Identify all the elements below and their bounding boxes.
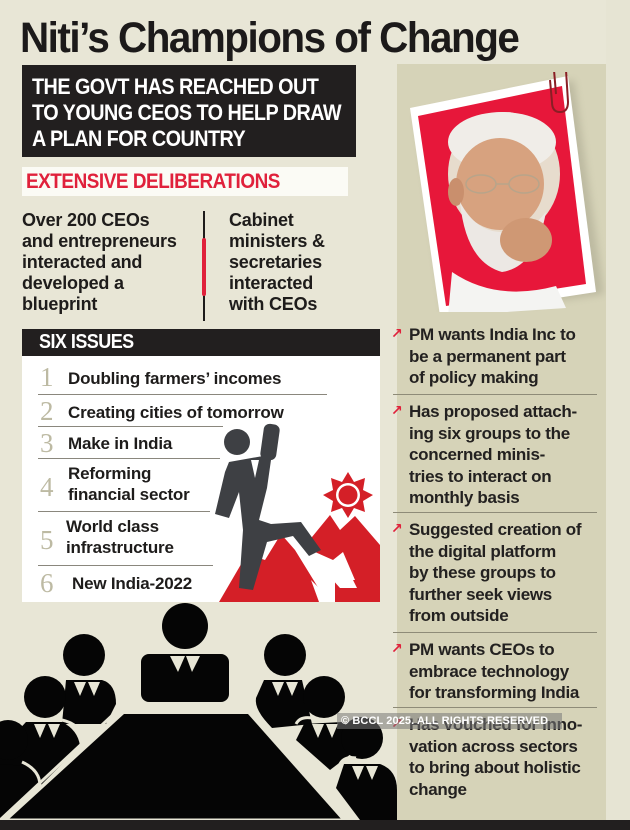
climber-illustration <box>215 420 380 602</box>
text-line: change <box>409 779 467 799</box>
issue-number: 5 <box>40 525 54 555</box>
text-line: to bring about holistic <box>409 758 581 777</box>
deliberations-left-text: Over 200 CEOs and entrepreneurs interact… <box>22 210 202 315</box>
page-title: Niti’s Champions of Change <box>20 14 520 62</box>
issue-text: financial sector <box>68 485 190 504</box>
issue-divider <box>38 426 223 427</box>
section-label-text: EXTENSIVE DELIBERATIONS <box>26 170 280 193</box>
text-line: secretaries <box>229 252 322 272</box>
headline-line: TO YOUNG CEOS TO HELP DRAW <box>32 100 342 125</box>
text-line: of policy making <box>409 368 539 387</box>
text-line: monthly basis <box>409 488 520 507</box>
issue-text: Doubling farmers’ incomes <box>68 369 282 388</box>
copyright-watermark: © BCCL 2025. ALL RIGHTS RESERVED <box>337 713 562 729</box>
portrait-illustration <box>410 62 604 317</box>
text-line: and entrepreneurs <box>22 231 177 251</box>
meeting-table-icon <box>0 603 397 822</box>
bullet-divider <box>393 394 597 395</box>
text-line: be a permanent part <box>409 346 566 366</box>
headline-line: A PLAN FOR COUNTRY <box>32 126 246 151</box>
boardroom-illustration <box>0 600 397 822</box>
text-line: by these groups to <box>409 563 556 582</box>
arrow-up-right-icon: ↗ <box>391 402 403 418</box>
right-edge-strip <box>606 0 630 820</box>
bullet-item: ↗ Has proposed attach- ing six groups to… <box>389 401 603 509</box>
text-line: with CEOs <box>229 294 318 314</box>
issue-text: Creating cities of tomorrow <box>68 403 284 422</box>
text-line: interacted and <box>22 252 143 272</box>
text-line: PM wants India Inc to <box>409 325 576 344</box>
six-issues-card <box>22 329 380 602</box>
text-line: vation across sectors <box>409 736 578 756</box>
bullet-text: PM wants CEOs to embrace technology for … <box>409 639 603 704</box>
bottom-bar <box>0 820 630 830</box>
text-line: blueprint <box>22 294 98 314</box>
column-divider-accent <box>202 238 206 296</box>
text-line: Has proposed attach- <box>409 402 577 421</box>
bullet-divider <box>393 632 597 633</box>
six-issues-header: SIX ISSUES <box>22 329 380 356</box>
issue-text: New India-2022 <box>72 574 193 593</box>
bullet-item: ↗ PM wants CEOs to embrace technology fo… <box>389 639 603 704</box>
issue-number: 6 <box>40 568 54 598</box>
text-line: tries to interact on <box>409 466 552 486</box>
text-line: Over 200 CEOs <box>22 210 150 230</box>
headline-box: THE GOVT HAS REACHED OUT TO YOUNG CEOS T… <box>22 65 356 157</box>
bullet-text: Has proposed attach- ing six groups to t… <box>409 401 603 509</box>
bullet-divider <box>393 707 597 708</box>
bullet-item: ↗ Suggested creation of the digital plat… <box>389 519 603 627</box>
text-line: the digital platform <box>409 541 557 561</box>
issue-number: 4 <box>40 472 54 502</box>
text-line: Suggested creation of <box>409 520 582 539</box>
bullet-divider <box>393 512 597 513</box>
text-line: interacted <box>229 273 314 293</box>
arrow-up-right-icon: ↗ <box>391 325 403 341</box>
text-line: ministers & <box>229 231 325 251</box>
text-line: embrace technology <box>409 661 569 681</box>
bullet-item: ↗ PM wants India Inc to be a permanent p… <box>389 324 603 389</box>
issue-divider <box>38 511 210 512</box>
text-line: further seek views <box>409 584 552 604</box>
text-line: PM wants CEOs to <box>409 640 555 659</box>
deliberations-right-text: Cabinet ministers & secretaries interact… <box>229 210 369 315</box>
issue-text: World class <box>66 517 159 536</box>
bullet-text: PM wants India Inc to be a permanent par… <box>409 324 603 389</box>
bullet-text: Suggested creation of the digital platfo… <box>409 519 603 627</box>
arrow-up-right-icon: ↗ <box>391 520 403 536</box>
text-line: concerned minis- <box>409 445 545 464</box>
text-line: from outside <box>409 606 509 625</box>
text-line: for transforming India <box>409 683 580 702</box>
issue-divider <box>38 458 220 459</box>
section-label-deliberations: EXTENSIVE DELIBERATIONS <box>22 167 348 196</box>
arrow-up-right-icon: ↗ <box>391 640 403 656</box>
issue-text: infrastructure <box>66 538 174 557</box>
climber-mountain-icon <box>215 423 380 602</box>
text-line: developed a <box>22 273 124 293</box>
six-issues-title: SIX ISSUES <box>39 331 134 353</box>
text-line: ing six groups to the <box>409 423 570 443</box>
issue-divider <box>38 394 327 395</box>
issue-number: 2 <box>40 396 54 426</box>
headline-line: THE GOVT HAS REACHED OUT <box>32 74 319 99</box>
issue-text: Reforming <box>68 464 152 483</box>
issue-number: 3 <box>40 428 54 458</box>
issue-text: Make in India <box>68 434 173 453</box>
issue-number: 1 <box>40 362 54 392</box>
pm-photo <box>396 62 606 317</box>
issue-divider <box>38 565 213 566</box>
text-line: Cabinet <box>229 210 294 230</box>
